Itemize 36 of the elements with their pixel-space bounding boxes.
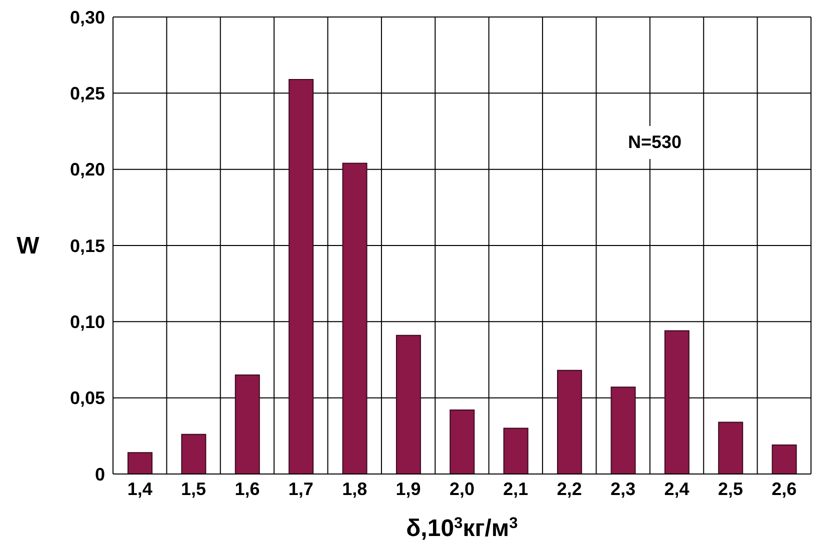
bar [288, 78, 314, 474]
y-tick-label: 0,25 [70, 84, 105, 104]
bar [396, 334, 421, 474]
bar [718, 422, 744, 474]
bar [342, 162, 368, 474]
x-tick-label: 1,9 [396, 478, 421, 499]
x-tick-label: 2,0 [449, 478, 475, 499]
y-tick-label: 0,15 [70, 236, 105, 256]
bar [503, 428, 528, 474]
y-tick-label: 0,20 [70, 160, 105, 180]
x-tick-label: 2,3 [610, 478, 636, 499]
bar [128, 452, 152, 474]
bar [772, 444, 797, 474]
bar [610, 386, 636, 474]
x-tick-label: 2,6 [772, 478, 797, 499]
x-tick-label: 2,2 [556, 478, 582, 499]
x-tick-label: 2,4 [664, 478, 690, 499]
x-axis-title: δ,10$^{3}$кг/м$^{3}$ [406, 514, 518, 542]
y-axis-title: W [16, 232, 40, 260]
y-tick-label: 0,30 [70, 7, 105, 28]
bar [450, 410, 475, 474]
annotation: N=530 [620, 126, 690, 159]
bar [557, 370, 582, 474]
x-tick-label: 1,6 [234, 478, 260, 499]
bar [181, 434, 206, 474]
bar [234, 374, 260, 474]
y-tick-label: 0,10 [70, 312, 105, 332]
x-tick-label: 1,5 [181, 478, 206, 499]
y-tick-label: 0 [94, 464, 105, 484]
x-tick-label: 1,7 [288, 478, 314, 499]
x-tick-label: 1,4 [127, 478, 152, 499]
bar [664, 330, 690, 474]
x-tick-label: 1,8 [342, 478, 368, 499]
x-tick-label: 2,1 [503, 478, 528, 499]
y-tick-label: 0,05 [70, 388, 105, 408]
x-tick-label: 2,5 [718, 478, 743, 499]
